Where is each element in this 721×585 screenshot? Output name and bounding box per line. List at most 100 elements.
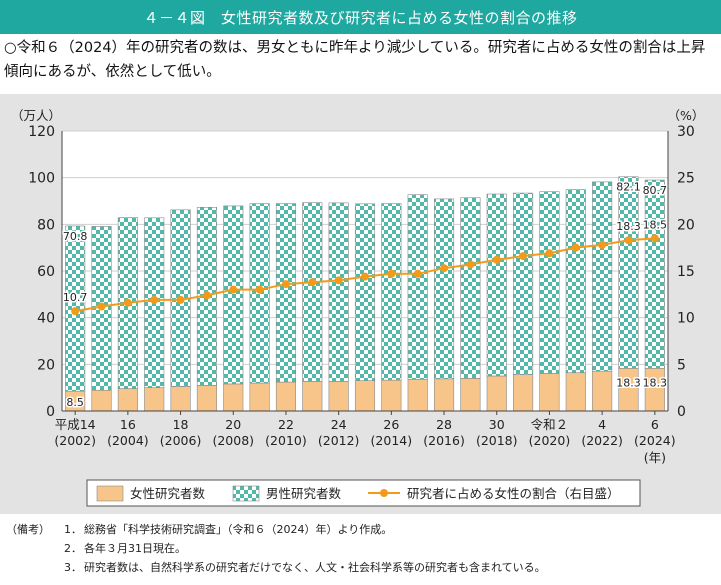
ratio-value-label: 18.3 — [616, 220, 641, 233]
x-tick-year-label: (2018) — [476, 433, 518, 448]
ratio-point — [413, 269, 422, 278]
notes: （備考） 1． 総務省「科学技術研究調査」（令和６（2024）年）より作成。 2… — [6, 520, 716, 577]
note-number: 2． — [64, 542, 82, 555]
female-bar — [381, 379, 402, 412]
legend-male-swatch — [232, 485, 260, 502]
right-tick-label: 5 — [677, 357, 686, 373]
female-bar — [170, 386, 191, 412]
legend-male-label: 男性研究者数 — [266, 486, 342, 501]
female-bar — [486, 375, 507, 412]
ratio-point — [624, 236, 633, 245]
x-unit-label: (年) — [644, 450, 666, 465]
note-text: 各年３月31日現在。 — [84, 542, 186, 555]
female-bar — [302, 381, 323, 412]
right-tick-label: 0 — [677, 404, 686, 420]
ratio-point — [97, 302, 106, 311]
female-bar — [644, 367, 665, 412]
female-bar — [275, 381, 297, 412]
x-tick-label: 22 — [278, 417, 294, 432]
x-tick-year-label: (2008) — [212, 433, 254, 448]
ratio-point — [571, 243, 580, 252]
legend-box — [86, 479, 641, 507]
ratio-point — [545, 249, 554, 258]
ratio-point — [150, 295, 159, 304]
male-bar — [223, 205, 244, 385]
x-tick-year-label: (2002) — [54, 433, 96, 448]
ratio-point — [71, 307, 80, 316]
x-tick-label: 24 — [331, 417, 347, 432]
x-tick-label: 20 — [225, 417, 241, 432]
bar-value-label: 8.5 — [66, 396, 84, 409]
x-tick-label: 28 — [436, 417, 452, 432]
x-tick-year-label: (2016) — [423, 433, 465, 448]
note-number: 1． — [64, 523, 82, 536]
x-tick-label: 18 — [173, 417, 189, 432]
female-bar — [196, 385, 217, 412]
x-tick-label: 4 — [598, 417, 606, 432]
female-bar — [144, 387, 165, 412]
ratio-point — [255, 285, 264, 294]
bar-value-label: 70.8 — [63, 230, 88, 243]
right-tick-label: 15 — [677, 264, 695, 280]
bar-value-label: 18.3 — [616, 376, 641, 389]
left-tick-label: 80 — [37, 217, 55, 233]
male-bar — [433, 198, 455, 380]
male-bar — [328, 202, 349, 382]
ratio-point — [440, 264, 449, 273]
note-number: 3． — [64, 561, 82, 574]
ratio-value-label: 10.7 — [63, 291, 88, 304]
female-bar — [249, 382, 270, 412]
female-bar — [91, 389, 112, 412]
note-row: （備考） 1． 総務省「科学技術研究調査」（令和６（2024）年）より作成。 — [6, 520, 716, 539]
ratio-point — [202, 291, 211, 300]
ratio-point — [281, 280, 290, 289]
right-axis-label: （%） — [668, 108, 705, 123]
x-tick-year-label: (2020) — [529, 433, 571, 448]
male-bar — [354, 203, 376, 381]
male-bar — [381, 203, 402, 381]
ratio-point — [598, 240, 607, 249]
female-bar — [460, 378, 481, 412]
ratio-point — [650, 234, 659, 243]
female-bar — [407, 378, 428, 412]
ratio-point — [361, 272, 369, 281]
note-row: 2． 各年３月31日現在。 — [6, 539, 716, 558]
left-tick-label: 20 — [37, 357, 55, 373]
x-tick-label: 6 — [651, 417, 659, 432]
right-tick-label: 10 — [677, 311, 695, 327]
female-bar — [117, 388, 138, 412]
x-tick-year-label: (2022) — [581, 433, 623, 448]
ratio-value-label: 18.5 — [643, 218, 668, 231]
male-bar — [302, 202, 323, 382]
ratio-point — [176, 295, 185, 304]
female-bar — [433, 378, 455, 412]
right-tick-label: 25 — [677, 171, 695, 187]
ratio-point — [466, 260, 475, 269]
figure-title: ４－４図 女性研究者数及び研究者に占める女性の割合の推移 — [0, 0, 721, 34]
ratio-point — [492, 255, 501, 264]
left-tick-label: 40 — [37, 311, 55, 327]
male-bar — [644, 179, 665, 369]
notes-head: （備考） — [6, 523, 50, 536]
x-tick-year-label: (2012) — [318, 433, 360, 448]
legend-female-swatch — [96, 485, 124, 502]
x-tick-label: 30 — [489, 417, 505, 432]
bar-value-label: 18.3 — [643, 376, 668, 389]
bar-value-label: 80.7 — [643, 184, 668, 197]
right-tick-label: 20 — [677, 217, 695, 233]
female-bar — [618, 367, 639, 412]
ratio-point — [519, 252, 528, 261]
female-bar — [592, 370, 613, 412]
left-tick-label: 120 — [28, 124, 55, 140]
male-bar — [460, 197, 481, 379]
male-bar — [513, 192, 534, 375]
legend-line-marker — [380, 489, 388, 497]
legend-ratio-label: 研究者に占める女性の割合（右目盛） — [407, 486, 620, 501]
bar-value-label: 82.1 — [616, 181, 641, 194]
right-tick-label: 30 — [677, 124, 695, 140]
x-tick-label: 令和２ — [531, 417, 569, 432]
male-bar — [592, 181, 613, 372]
x-tick-year-label: (2014) — [371, 433, 413, 448]
x-tick-year-label: (2006) — [160, 433, 202, 448]
